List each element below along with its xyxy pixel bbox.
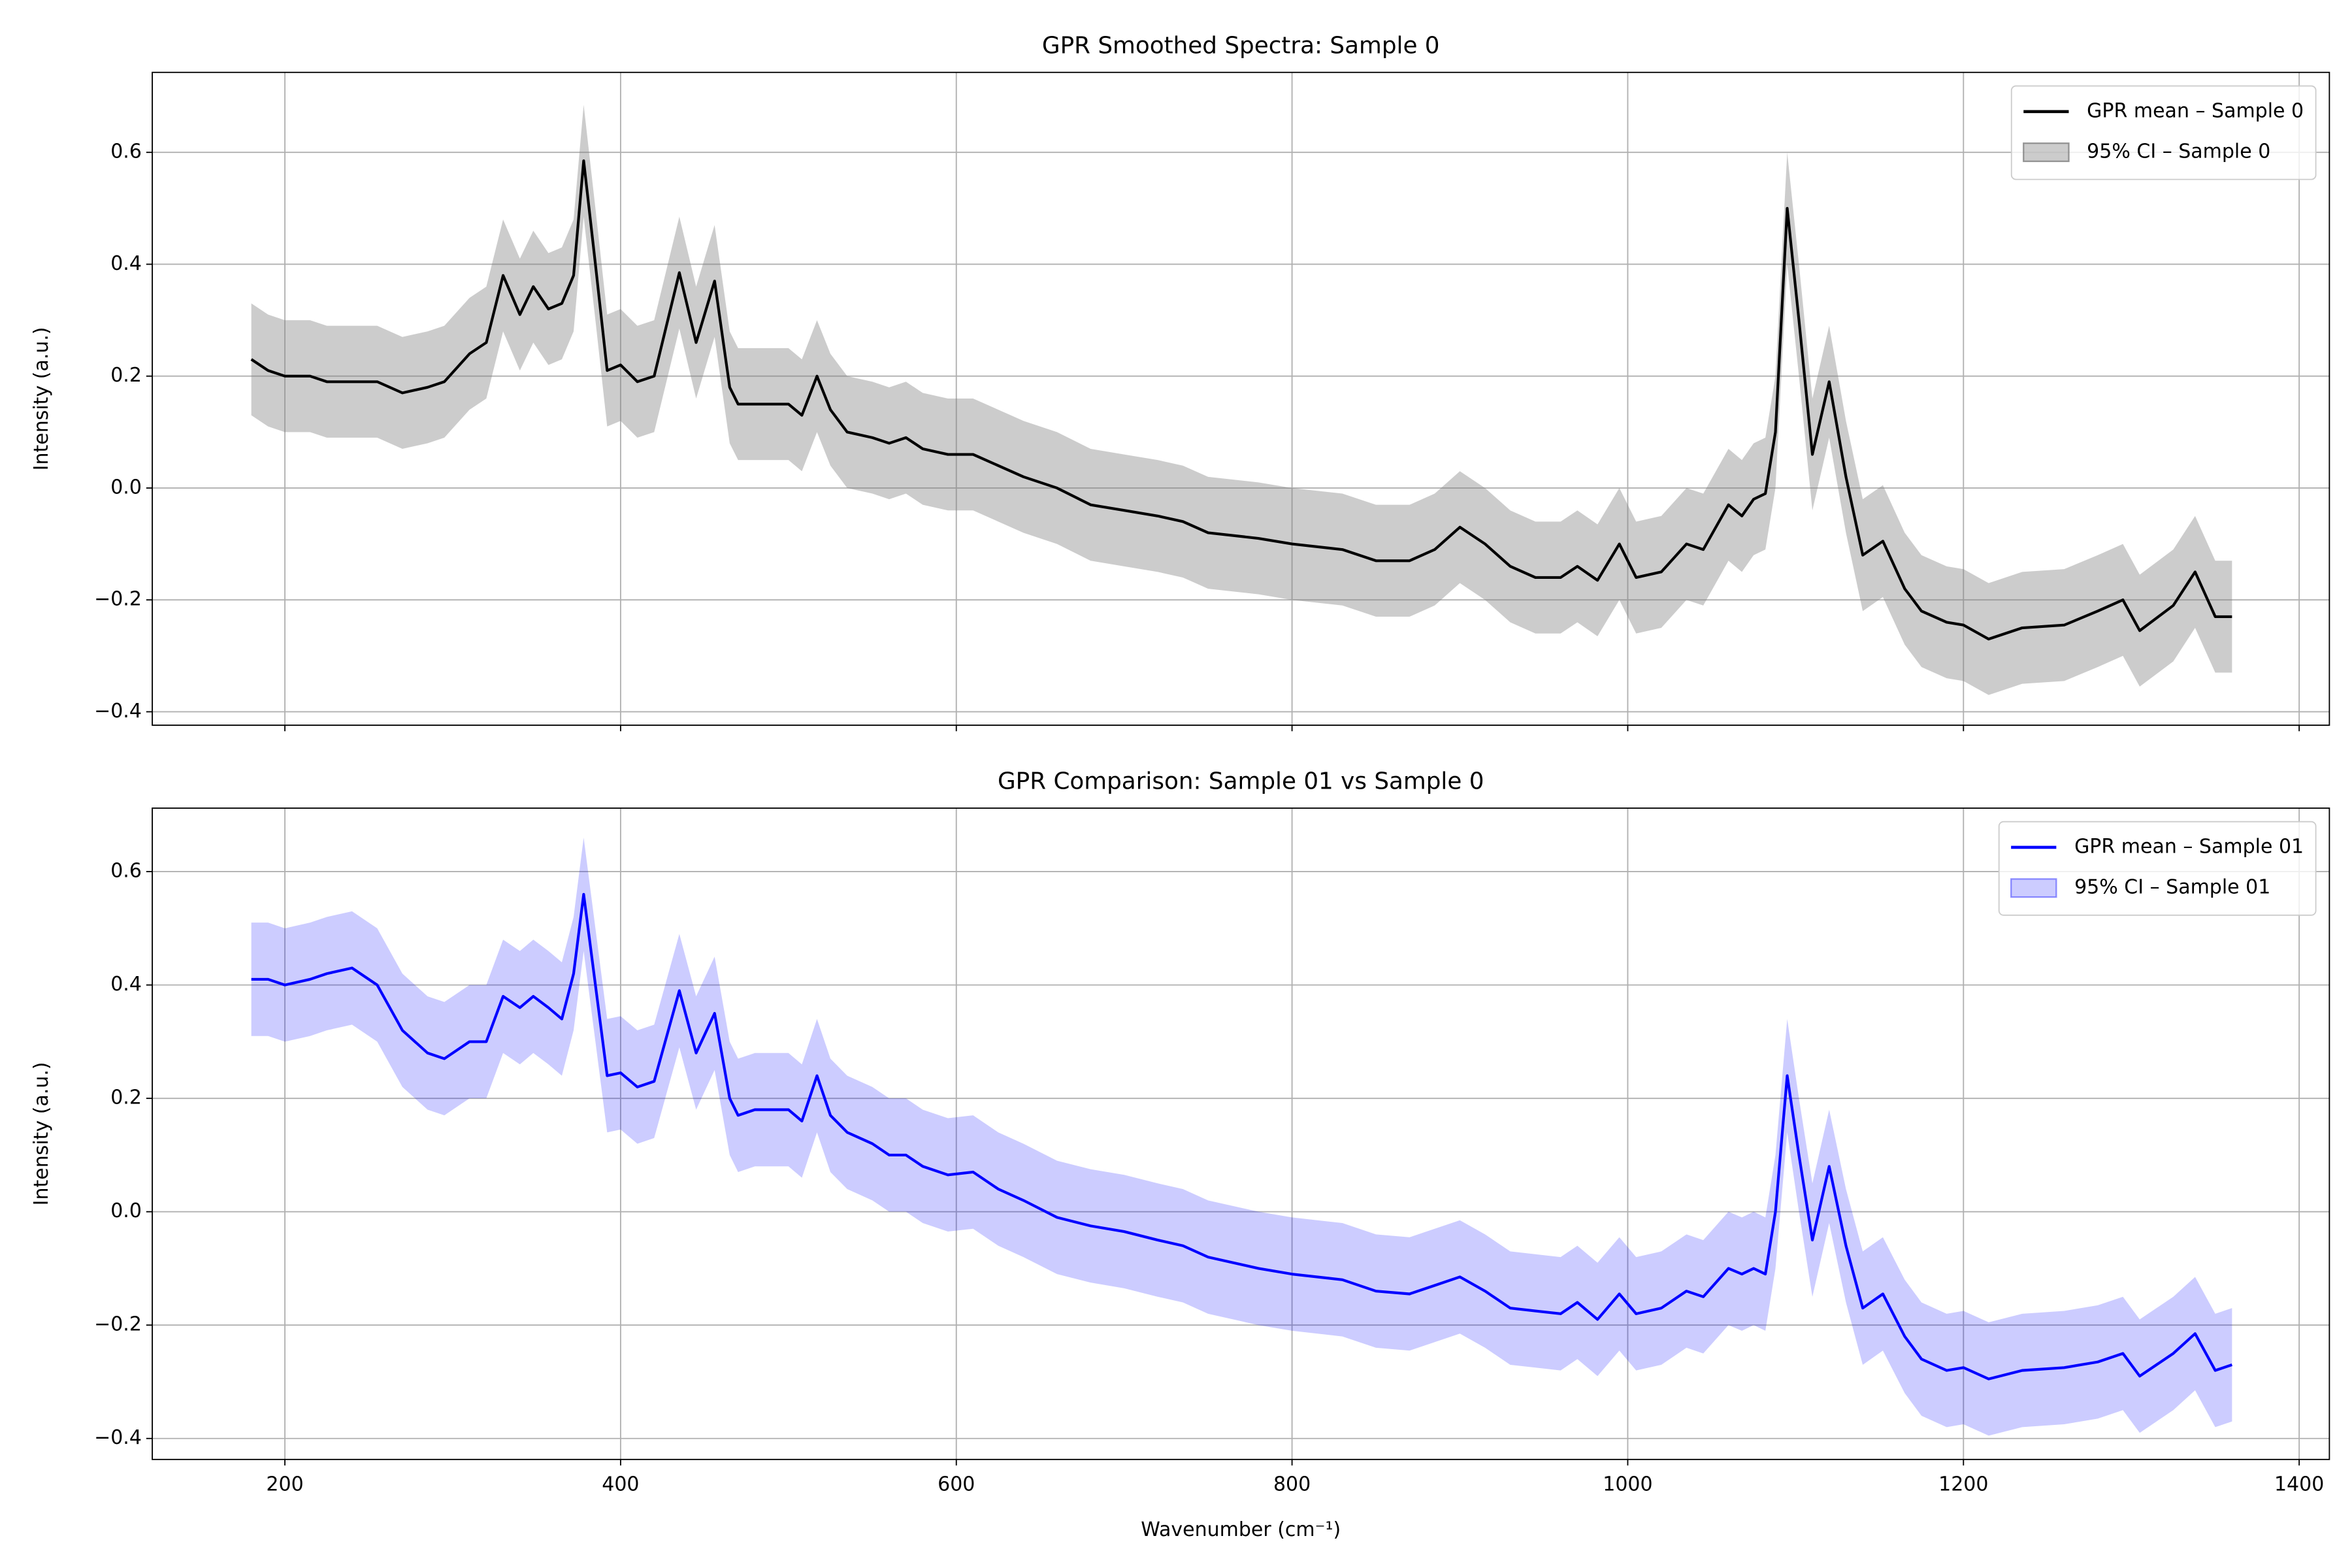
y-tick-label: 0.2 [110,1086,142,1109]
ci-band [251,105,2232,695]
y-tick-label: 0.4 [110,252,142,275]
y-tick-label: 0.6 [110,860,142,883]
legend: GPR mean – Sample 01 95% CI – Sample 01 [1998,821,2317,916]
mean-line [250,159,2232,641]
y-tick-label: 0.6 [110,140,142,163]
legend-label: GPR mean – Sample 01 [2074,835,2304,858]
y-axis-label: Intensity (a.u.) [30,327,53,470]
y-tick-label: −0.4 [94,1426,142,1449]
y-tick-label: −0.2 [94,588,142,611]
legend: GPR mean – Sample 0 95% CI – Sample 0 [2010,85,2317,180]
y-axis-label: Intensity (a.u.) [30,1062,53,1205]
x-axis-label: Wavenumber (cm⁻¹) [1141,1518,1341,1541]
legend-label: 95% CI – Sample 01 [2074,876,2270,899]
y-tick-label: 0.4 [110,973,142,996]
y-tick-label: 0.0 [110,1200,142,1222]
chart-title: GPR Smoothed Spectra: Sample 0 [1042,33,1440,59]
y-tick-label: 0.0 [110,476,142,498]
x-tick-label: 600 [938,1473,975,1496]
ci-band [251,838,2232,1436]
x-tick-label: 400 [602,1473,639,1496]
legend-swatch [2010,878,2057,898]
y-tick-label: −0.2 [94,1313,142,1336]
legend-box [1998,821,2317,916]
axes-frame [152,808,2330,1460]
chart-title: GPR Comparison: Sample 01 vs Sample 0 [998,768,1484,795]
mean-line [251,892,2233,1380]
y-tick-label: −0.4 [94,700,142,723]
legend-box [2010,85,2317,180]
x-tick-label: 200 [266,1473,303,1496]
y-tick-label: 0.2 [110,364,142,387]
legend-swatch [2023,142,2070,163]
legend-label: GPR mean – Sample 0 [2087,99,2304,122]
legend-label: 95% CI – Sample 0 [2087,140,2270,163]
x-tick-label: 800 [1273,1473,1311,1496]
axes-frame [152,71,2330,726]
x-tick-label: 1200 [1938,1473,1988,1496]
x-tick-label: 1000 [1603,1473,1652,1496]
x-tick-label: 1400 [2274,1473,2324,1496]
